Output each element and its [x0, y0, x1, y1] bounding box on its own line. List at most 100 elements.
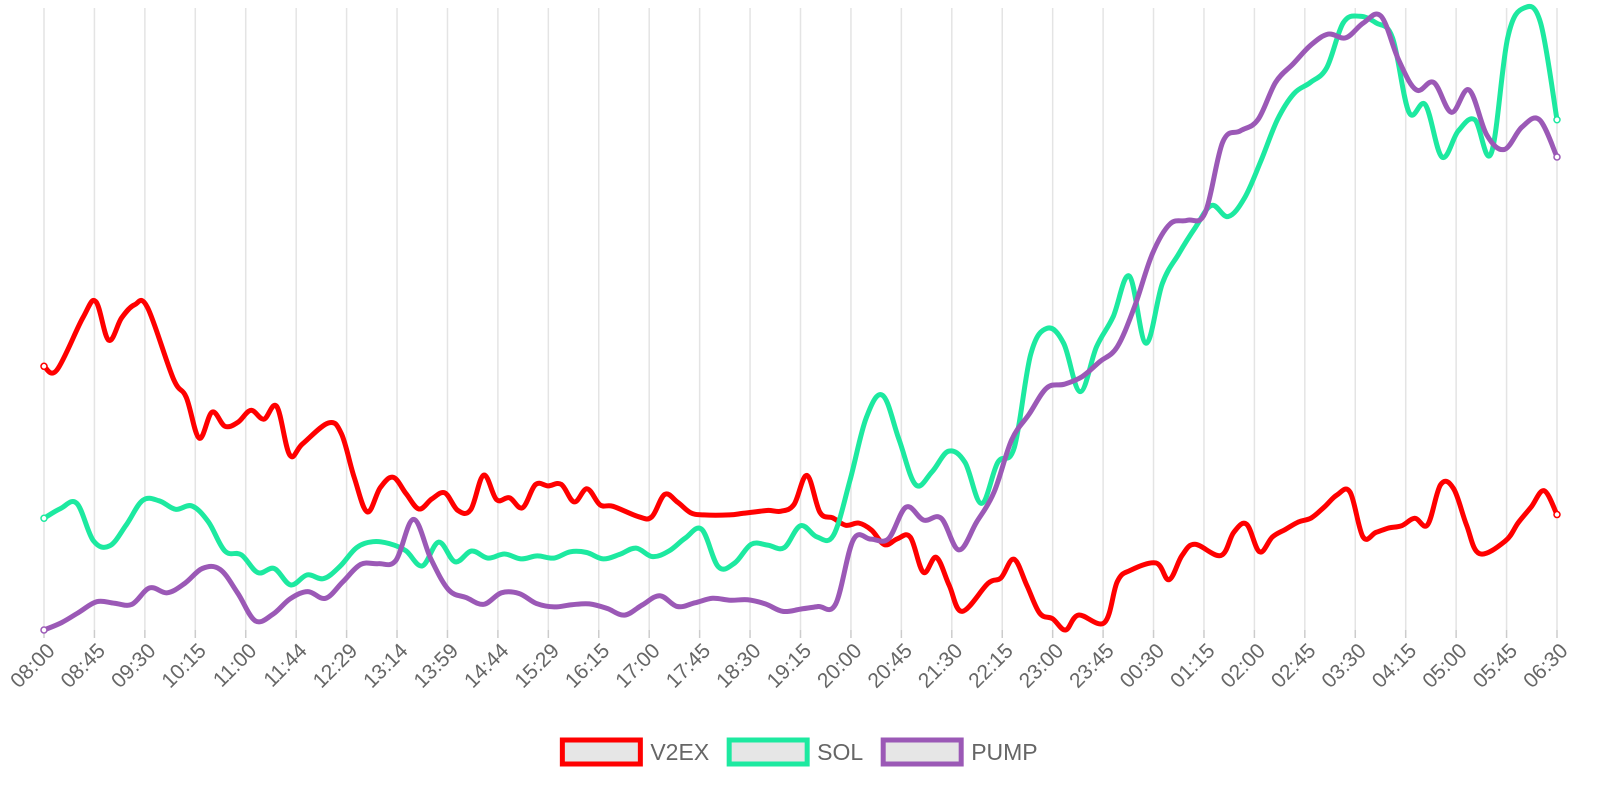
data-point — [288, 596, 293, 601]
data-point — [1167, 221, 1173, 227]
data-point — [1179, 553, 1185, 558]
data-point — [1244, 522, 1249, 527]
data-point — [261, 416, 267, 422]
data-point — [1464, 522, 1469, 528]
data-point — [1343, 35, 1349, 40]
data-point — [636, 514, 642, 519]
data-point — [559, 482, 564, 487]
data-point — [365, 509, 370, 515]
data-point — [1255, 117, 1261, 122]
x-tick-label: 17:45 — [662, 639, 715, 692]
data-point — [995, 460, 1001, 465]
data-point — [946, 449, 951, 454]
data-point — [1412, 516, 1417, 521]
data-point — [833, 601, 838, 607]
data-point — [340, 579, 346, 584]
data-point — [1062, 381, 1067, 387]
data-point — [831, 533, 836, 538]
data-point — [145, 305, 150, 310]
legend-item-sol[interactable]: SOL — [726, 737, 863, 767]
data-point — [184, 395, 189, 400]
x-tick-label: 22:15 — [964, 639, 1017, 692]
data-point — [206, 519, 211, 525]
x-tick-label: 19:15 — [763, 639, 816, 692]
data-point — [745, 597, 750, 603]
data-point — [1322, 504, 1327, 510]
data-point — [1334, 492, 1340, 497]
data-point — [979, 501, 984, 506]
data-point — [59, 620, 64, 625]
data-point — [358, 562, 363, 567]
data-point — [584, 550, 589, 555]
data-point — [639, 602, 645, 608]
data-point — [1044, 385, 1050, 391]
data-point — [196, 435, 202, 441]
data-point — [272, 566, 277, 571]
legend-swatch — [880, 737, 964, 767]
x-tick-label: 02:45 — [1267, 639, 1320, 692]
data-point — [921, 517, 926, 523]
data-point — [499, 590, 504, 595]
data-point — [568, 549, 573, 554]
data-point — [393, 558, 399, 563]
data-point — [1451, 486, 1456, 491]
data-point — [352, 475, 357, 481]
data-point — [132, 302, 137, 308]
data-point — [171, 376, 176, 381]
data-point — [217, 567, 223, 572]
data-point — [235, 419, 241, 425]
x-tick-label: 02:00 — [1217, 639, 1270, 692]
data-point — [403, 548, 409, 553]
legend-item-pump[interactable]: PUMP — [880, 737, 1038, 767]
data-point — [1399, 523, 1405, 528]
data-point — [1373, 530, 1379, 535]
data-point — [270, 612, 275, 617]
data-point — [80, 315, 85, 321]
data-point — [464, 595, 469, 600]
data-point — [1258, 158, 1264, 163]
data-point — [304, 572, 310, 578]
data-point — [1326, 31, 1331, 37]
data-point — [469, 548, 474, 554]
vertical-gridlines — [43, 8, 1558, 630]
data-point — [1009, 437, 1014, 443]
data-point — [956, 547, 962, 553]
data-point — [533, 482, 538, 487]
data-point — [1094, 344, 1099, 350]
data-point — [1484, 132, 1489, 137]
data-point — [939, 516, 944, 521]
data-point — [140, 498, 145, 503]
x-tick-label: 21:30 — [914, 639, 967, 692]
data-point — [411, 517, 416, 522]
data-point — [376, 561, 381, 566]
data-point — [1489, 151, 1494, 156]
x-tick-label: 23:45 — [1065, 639, 1118, 692]
x-tick-label: 11:44 — [259, 639, 312, 692]
data-point — [112, 600, 117, 606]
data-point — [1192, 225, 1198, 230]
data-point — [481, 472, 486, 478]
x-tick-label: 13:59 — [410, 639, 463, 692]
data-point — [662, 492, 667, 497]
data-point — [189, 503, 195, 509]
data-point — [1516, 520, 1521, 525]
data-point — [600, 556, 606, 562]
legend-item-v2ex[interactable]: V2EX — [559, 737, 709, 767]
data-point — [896, 437, 902, 443]
data-point — [1077, 389, 1083, 394]
data-point — [847, 478, 853, 484]
series-lines — [40, 3, 1561, 634]
data-point — [1225, 214, 1231, 219]
data-point — [305, 589, 311, 594]
data-point — [1050, 616, 1055, 622]
x-tick-label: 10:15 — [157, 639, 210, 692]
data-point — [856, 520, 861, 526]
data-point — [1308, 80, 1313, 85]
x-tick-label: 20:00 — [813, 639, 866, 692]
data-point — [485, 555, 491, 561]
data-point — [1378, 13, 1384, 19]
data-point — [1273, 80, 1278, 85]
data-point — [716, 564, 721, 569]
data-point — [1079, 374, 1085, 379]
data-point — [1150, 251, 1155, 257]
